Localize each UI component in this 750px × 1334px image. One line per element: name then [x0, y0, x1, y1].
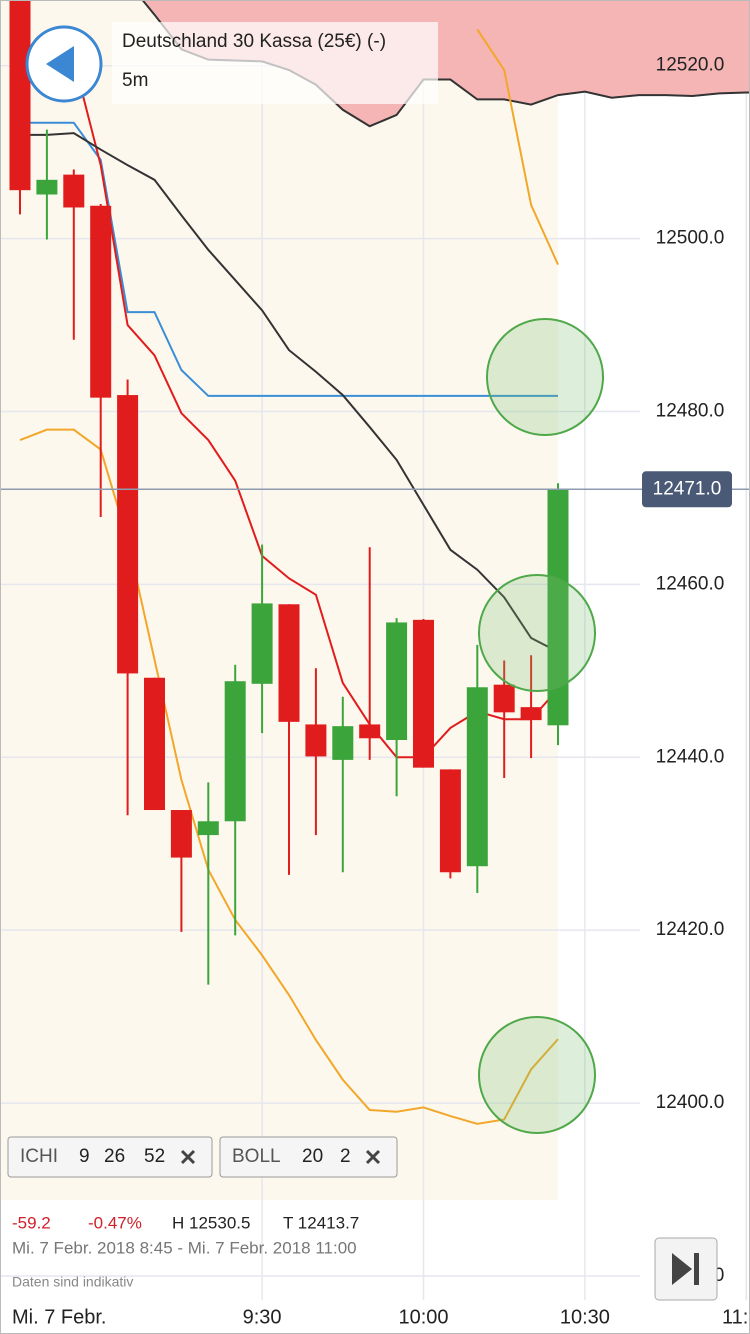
chip-close[interactable] [180, 1149, 196, 1165]
candle-body [305, 724, 327, 757]
candle-body [144, 677, 165, 811]
current-price-label: 12471.0 [653, 478, 722, 499]
indicator-line [476, 28, 559, 265]
header-backdrop [112, 22, 438, 104]
change: -59.2 [12, 1213, 51, 1232]
chip-param: 20 [302, 1146, 323, 1167]
chip-box[interactable] [7, 1136, 213, 1178]
y-tick-label: 12460.0 [656, 573, 725, 594]
chip-param: 26 [104, 1146, 125, 1167]
skip-end-icon[interactable] [672, 1253, 692, 1285]
touch-handle[interactable] [486, 318, 604, 436]
candle-body [197, 821, 219, 836]
interval: 5m [122, 70, 148, 91]
candle-body [520, 707, 542, 721]
change-pct: -0.47% [88, 1213, 142, 1232]
candle-body [278, 604, 300, 722]
chip-param: 52 [144, 1146, 165, 1167]
indicator-chip[interactable]: BOLL 20 2 [219, 1136, 398, 1178]
y-tick-label: 12500.0 [656, 228, 725, 249]
indicator-line [20, 132, 559, 653]
x-tick-label: 10:30 [560, 1306, 610, 1328]
date-label: Mi. 7 Febr. [12, 1306, 106, 1328]
y-tick-label: 12480.0 [656, 401, 725, 422]
y-tick-label: 12420.0 [656, 919, 725, 940]
candle-body [170, 810, 192, 858]
candle-body [36, 179, 58, 195]
y-tick-label: 12400.0 [656, 1092, 725, 1113]
candle-body [439, 769, 461, 873]
chip-close[interactable] [365, 1149, 381, 1165]
y-tick-label: 12520.0 [656, 55, 725, 76]
skip-end-button[interactable] [654, 1237, 718, 1301]
candle-body [386, 622, 408, 740]
candle-body [117, 395, 139, 674]
plot [0, 0, 750, 1300]
chip-box[interactable] [219, 1136, 398, 1178]
candle-body [493, 684, 515, 713]
indicator-chip[interactable]: ICHI 9 26 52 [7, 1136, 213, 1178]
low: T 12413.7 [283, 1213, 359, 1232]
x-tick-label: 9:30 [243, 1306, 282, 1328]
session-shade [0, 0, 558, 1200]
candle-body [466, 687, 488, 867]
candle-body [63, 174, 85, 208]
candle-body [90, 205, 112, 398]
candle-body [332, 726, 354, 760]
candle-body [359, 724, 381, 739]
chip-param: 2 [340, 1146, 351, 1167]
touch-handle[interactable] [478, 1016, 596, 1134]
skip-end-icon[interactable] [694, 1253, 699, 1285]
x-tick-label: 11:00 [722, 1306, 750, 1328]
high: H 12530.5 [172, 1213, 250, 1232]
note: Daten sind indikativ [12, 1274, 133, 1290]
candle-body [9, 0, 31, 191]
touch-handle[interactable] [478, 574, 596, 692]
candle-body [251, 603, 273, 684]
chart-title: Deutschland 30 Kassa (25€) (-) [122, 31, 386, 52]
current-price-tag [642, 471, 732, 508]
back-button[interactable] [25, 25, 103, 103]
back-icon[interactable] [46, 46, 74, 82]
date-range: Mi. 7 Febr. 2018 8:45 - Mi. 7 Febr. 2018… [12, 1238, 357, 1257]
candle-body [547, 489, 569, 726]
candle-body [413, 619, 434, 768]
chip-name: ICHI [20, 1146, 58, 1167]
chip-param: 9 [79, 1146, 90, 1167]
indicator-line [19, 428, 559, 1125]
x-tick-label: 10:00 [398, 1306, 448, 1328]
y-tick-label: 12440.0 [656, 746, 725, 767]
chip-name: BOLL [232, 1146, 281, 1167]
candle-body [224, 681, 246, 822]
